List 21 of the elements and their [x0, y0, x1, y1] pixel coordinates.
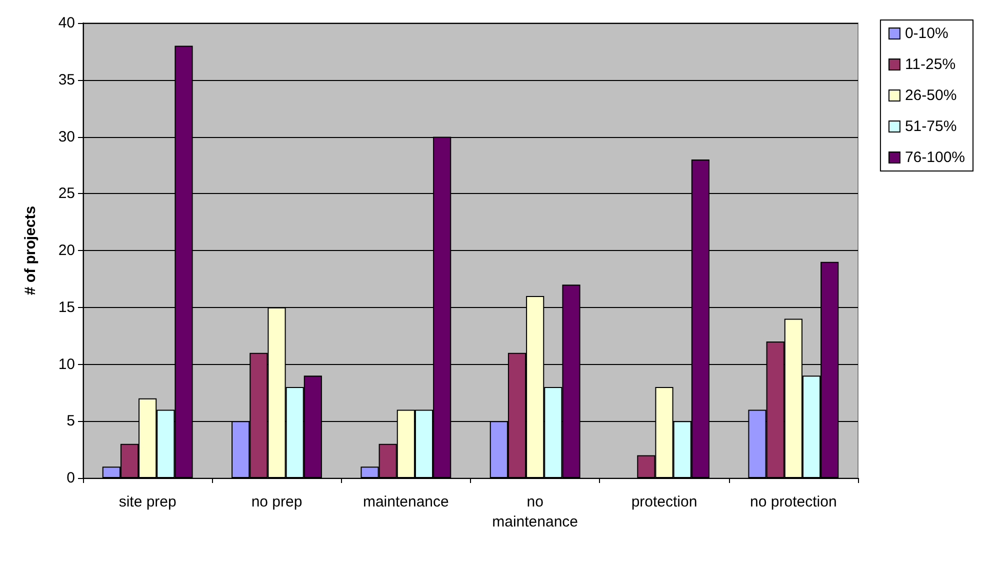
x-tick-label: no protection: [750, 494, 837, 510]
x-tick-label: site prep: [118, 494, 176, 510]
y-tick-label: 0: [66, 470, 75, 486]
y-tick-label: 10: [58, 356, 75, 373]
y-tick-label: 25: [58, 185, 75, 202]
y-tick-label: 20: [58, 242, 75, 259]
y-axis-title: # of projects: [22, 206, 39, 296]
y-tick-label: 40: [58, 14, 75, 32]
y-tick-label: 5: [66, 412, 75, 430]
y-tick-label: 35: [58, 71, 75, 88]
x-tick-label: no prep: [251, 494, 302, 510]
x-tick-label: protection: [631, 494, 698, 510]
x-tick-label: maintenance: [362, 494, 449, 510]
legend-label: 51-75%: [904, 118, 957, 135]
legend-label: 26-50%: [904, 87, 957, 104]
legend-label: 11-25%: [904, 56, 956, 73]
legend-label: 0-10%: [904, 25, 948, 42]
y-tick-label: 15: [58, 298, 75, 316]
y-tick-label: 30: [58, 128, 75, 146]
legend-label: 76-100%: [904, 149, 966, 166]
x-tick-label: no maintenance: [492, 494, 578, 530]
